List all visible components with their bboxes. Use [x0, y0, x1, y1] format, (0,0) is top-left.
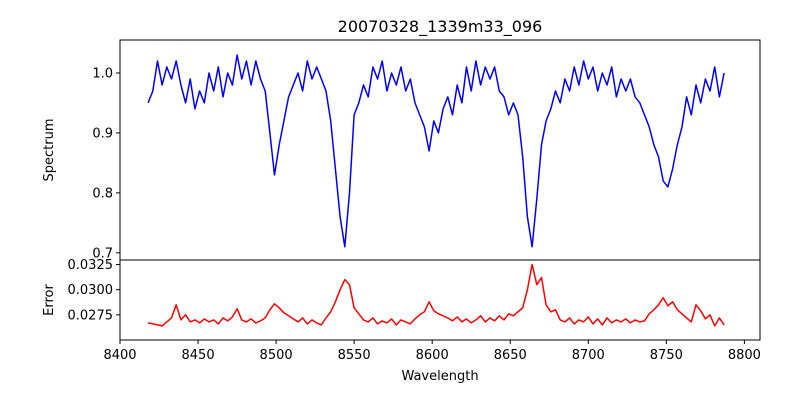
spectrum-y-tick-label: 0.8	[92, 186, 113, 201]
x-tick-label: 8400	[103, 348, 136, 363]
x-tick-label: 8450	[182, 348, 215, 363]
spectrum-y-tick-label: 0.9	[92, 126, 113, 141]
x-tick-label: 8650	[494, 348, 527, 363]
chart-title: 20070328_1339m33_096	[338, 17, 543, 37]
error-y-tick-label: 0.0275	[68, 308, 114, 323]
x-tick-label: 8700	[572, 348, 605, 363]
y-axis-label-error: Error	[42, 284, 57, 316]
spectrum-series-line	[147, 54, 725, 248]
error-y-tick-label: 0.0300	[68, 283, 114, 298]
x-tick-label: 8500	[260, 348, 293, 363]
error-series-line	[147, 263, 725, 327]
y-axis-label-spectrum: Spectrum	[42, 119, 57, 182]
x-tick-label: 8800	[728, 348, 761, 363]
error-y-tick-label: 0.0325	[68, 258, 114, 273]
spectrum-y-tick-label: 0.7	[92, 246, 113, 261]
x-tick-label: 8550	[338, 348, 371, 363]
x-tick-label: 8600	[416, 348, 449, 363]
spectrum-y-tick-label: 1.0	[92, 66, 113, 81]
x-tick-label: 8750	[650, 348, 683, 363]
x-axis-label: Wavelength	[401, 369, 478, 384]
error-axes-frame	[119, 259, 761, 341]
